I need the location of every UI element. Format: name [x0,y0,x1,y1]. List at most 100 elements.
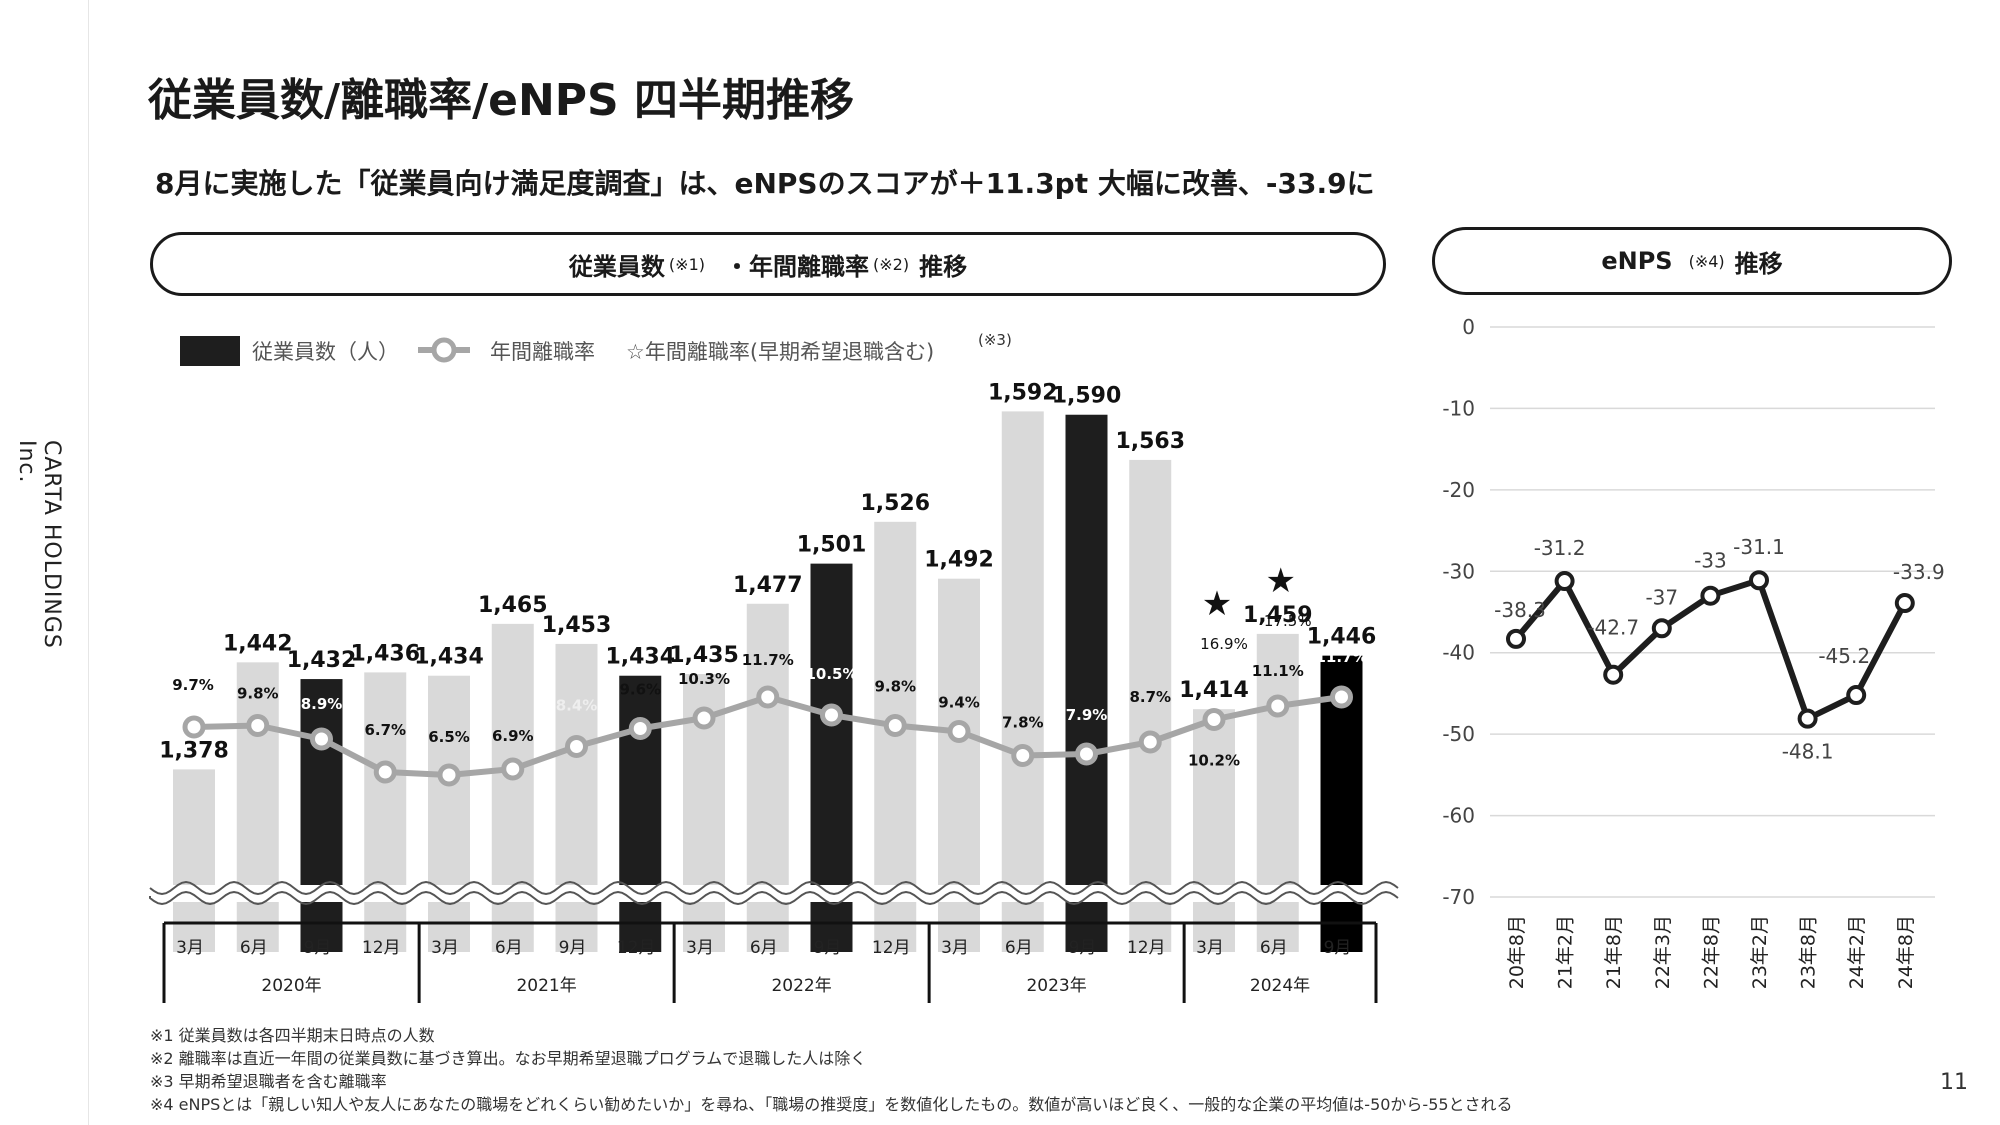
x-tick-year: 2021年 [516,976,576,996]
panel-header-employees-note2: (※2) [873,254,910,274]
attrition-rate-point [1011,744,1035,767]
bar-value-label: 1,453 [542,613,612,638]
footnotes: ※1 従業員数は各四半期末日時点の人数 ※2 離職率は直近一年間の従業員数に基づ… [150,1024,1513,1116]
x-tick-month: 6月 [750,938,778,958]
bar-value-label: 1,477 [733,573,803,598]
bar-value-label: 1,434 [414,645,484,670]
bar-value-label: 1,501 [797,533,867,558]
bar-value-label: 1,465 [478,593,548,618]
bar-value-label: 1,436 [350,641,420,666]
bar-employees [1065,414,1108,952]
page-subtitle: 8月に実施した「従業員向け満足度調査」は、eNPSのスコアが＋11.3pt 大幅… [155,167,1375,200]
enps-point [1797,708,1818,729]
enps-point [1506,628,1526,649]
enps-y-tick: -10 [1442,396,1475,420]
x-tick-month: 9月 [1069,938,1097,958]
x-tick-month: 3月 [1196,938,1224,958]
attrition-rate-label: 6.7% [364,721,406,739]
enps-y-tick: -20 [1442,478,1475,502]
company-name: CARTA HOLDINGS Inc. [14,440,64,649]
x-tick-month: 9月 [559,938,587,958]
footnote-2: ※2 離職率は直近一年間の従業員数に基づき算出。なお早期希望退職プログラムで退職… [150,1049,867,1068]
attrition-rate-point [310,727,333,751]
x-tick-month: 3月 [686,938,714,958]
enps-value-label: -31.1 [1733,535,1785,559]
attrition-rate-label: 10.3% [678,670,730,688]
legend-bar-label: 従業員数（人） [252,340,399,364]
enps-y-tick: -40 [1442,641,1475,665]
attrition-rate-point [1138,730,1162,754]
x-tick-month: 6月 [240,938,268,958]
attrition-rate-label: 10.5% [805,665,857,683]
attrition-rate-label: 11.7% [742,651,794,669]
enps-value-label: -33.9 [1893,560,1945,584]
x-tick-month: 12月 [872,938,911,958]
attrition-rate-label: 11.1% [1252,662,1304,680]
attrition-rate-label: 11.7% [1315,648,1367,666]
enps-value-label: -31.2 [1534,536,1586,560]
bar-employees [364,672,407,952]
bar-employees [1001,411,1044,952]
x-tick-month: 9月 [814,938,842,958]
x-tick-year: 2020年 [261,976,321,996]
enps-point [1554,571,1575,592]
attrition-rate-label: 8.7% [1129,688,1171,706]
bar-value-label: 1,526 [860,491,930,516]
enps-y-tick: -50 [1442,722,1475,746]
bar-employees [1193,709,1235,952]
attrition-rate-point [246,714,270,737]
side-divider [88,0,89,1125]
enps-y-tick: -70 [1442,885,1475,909]
enps-point [1700,585,1721,606]
attrition-rate-point [1202,708,1226,731]
page-number: 11 [1940,1070,1968,1095]
panel-header-enps-label: eNPS [1601,247,1673,275]
bar-value-label: 1,592 [988,380,1058,405]
x-tick-month: 6月 [1005,938,1033,958]
enps-x-tick: 24年2月 [1846,915,1868,989]
x-tick-month: 6月 [495,938,523,958]
enps-value-label: -37 [1645,585,1678,609]
bar-value-label: 1,442 [223,631,293,656]
attrition-rate-label: 9.7% [172,676,214,694]
enps-y-tick: -30 [1442,559,1475,583]
axis-break-wave-top [149,880,1399,896]
enps-x-tick: 20年8月 [1506,915,1528,989]
attrition-rate-label: 8.9% [301,695,343,713]
enps-point [1846,685,1867,706]
attrition-rate-label: 9.8% [874,678,916,696]
panel-header-enps-label2: 推移 [1734,249,1783,278]
attrition-rate-point [565,735,588,758]
panel-header-employees-label3: 推移 [919,252,968,281]
bar-employees [1129,459,1172,952]
enps-point [1603,664,1624,685]
bar-value-label: 1,378 [159,738,229,763]
enps-value-label: -38.3 [1494,598,1546,622]
legend-line-marker [431,337,457,363]
page-title: 従業員数/離職率/eNPS 四半期推移 [148,75,855,126]
panel-header-employees-note1: (※1) [668,254,705,274]
attrition-rate-point [947,720,971,743]
enps-value-label: -33 [1694,549,1727,573]
x-tick-month: 3月 [176,938,204,958]
attrition-rate-point [628,717,652,740]
panel-header-employees-label2: ・年間離職率 [725,252,869,281]
x-tick-year: 2022年 [771,976,831,996]
enps-point [1749,570,1769,591]
x-tick-month: 9月 [1324,938,1352,958]
attrition-rate-point [182,715,206,739]
enps-y-tick: 0 [1462,315,1475,339]
panel-header-employees: 従業員数 (※1) ・年間離職率 (※2) 推移 [150,232,1386,296]
footnote-4: ※4 eNPSとは「親しい知人や友人にあなたの職場をどれくらい勧めたいか」を尋ね… [150,1095,1513,1114]
enps-value-label: -48.1 [1782,740,1834,764]
footnote-3: ※3 早期希望退職者を含む離職率 [150,1072,387,1091]
attrition-rate-label: 9.4% [938,694,980,712]
attrition-rate-point [820,703,843,727]
attrition-rate-label: 8.4% [556,697,598,715]
bar-value-label: 1,563 [1115,429,1185,454]
attrition-rate-point [883,714,907,737]
enps-point [1651,618,1672,639]
x-tick-month: 6月 [1260,938,1288,958]
